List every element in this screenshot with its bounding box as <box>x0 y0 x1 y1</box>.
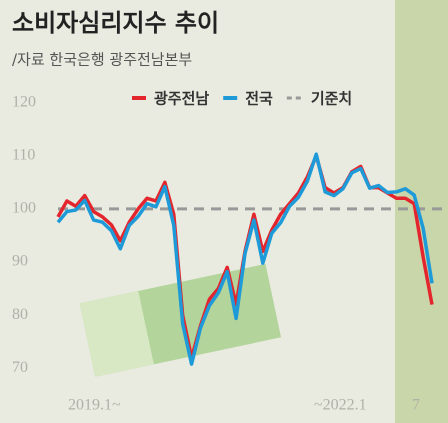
highlight-band <box>395 0 448 423</box>
y-tick-label: 90 <box>12 253 28 270</box>
legend-label: 전국 <box>245 90 273 108</box>
page: {"chart_data": {"type": "line", "title":… <box>0 0 448 423</box>
x-tick-label: 2019.1~ <box>68 397 121 414</box>
y-tick-label: 120 <box>12 93 36 110</box>
y-tick-label: 80 <box>12 306 28 323</box>
chart-subtitle: /자료 한국은행 광주전남본부 <box>12 51 192 69</box>
legend-label: 광주전남 <box>154 90 209 108</box>
x-tick-label: 7 <box>412 397 420 414</box>
legend-label: 기준치 <box>311 90 352 108</box>
y-tick-label: 110 <box>12 146 35 163</box>
y-tick-label: 100 <box>12 200 36 217</box>
chart: 소비자심리지수 추이 /자료 한국은행 광주전남본부 70 80 90 100 110 1… <box>0 0 448 423</box>
x-tick-label: ~2022.1 <box>314 397 367 414</box>
chart-title: 소비자심리지수 추이 <box>12 9 219 37</box>
y-tick-label: 70 <box>12 359 28 376</box>
